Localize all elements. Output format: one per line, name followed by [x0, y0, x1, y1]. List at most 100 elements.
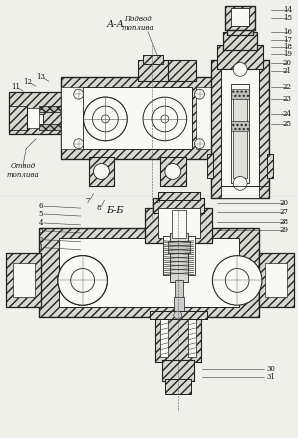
Circle shape	[71, 268, 94, 292]
Bar	[39, 106, 65, 112]
Text: 21: 21	[283, 67, 292, 75]
Bar	[160, 157, 186, 186]
Text: 23: 23	[283, 95, 292, 103]
Bar	[267, 154, 273, 178]
Bar	[138, 60, 168, 81]
Circle shape	[94, 163, 109, 180]
Circle shape	[152, 106, 178, 132]
Text: 27: 27	[280, 208, 289, 216]
Text: 17: 17	[283, 35, 292, 44]
Bar	[13, 114, 43, 126]
Circle shape	[165, 163, 181, 180]
Bar	[61, 87, 83, 148]
Bar	[231, 121, 249, 131]
Text: 5: 5	[38, 210, 43, 218]
Bar	[175, 280, 183, 302]
Bar	[143, 55, 163, 64]
Bar	[6, 253, 41, 307]
Bar	[150, 311, 207, 319]
Circle shape	[74, 139, 84, 148]
Bar	[9, 92, 71, 134]
Bar	[9, 106, 27, 130]
Bar	[231, 89, 249, 99]
Bar	[13, 114, 43, 126]
Bar	[227, 27, 253, 35]
Bar	[59, 238, 239, 307]
Text: 3: 3	[39, 227, 43, 235]
Bar	[145, 208, 212, 243]
Text: 4: 4	[38, 219, 43, 227]
Bar	[231, 84, 249, 184]
Bar	[153, 198, 204, 213]
Bar	[158, 192, 200, 200]
Text: 12: 12	[24, 78, 33, 86]
Text: 9: 9	[156, 197, 160, 205]
Bar	[207, 154, 213, 178]
Bar	[27, 108, 39, 128]
Bar	[6, 253, 41, 307]
Bar	[163, 236, 195, 276]
Bar	[267, 154, 273, 178]
Bar	[172, 210, 186, 238]
Text: 22: 22	[283, 83, 292, 91]
Bar	[211, 60, 269, 198]
Bar	[225, 6, 255, 30]
Bar	[227, 27, 253, 35]
Circle shape	[225, 268, 249, 292]
Bar	[150, 311, 207, 319]
Text: 8: 8	[96, 204, 101, 212]
Bar	[217, 45, 263, 69]
Text: 19: 19	[283, 49, 292, 57]
Circle shape	[195, 89, 204, 99]
Bar	[61, 78, 217, 159]
Circle shape	[84, 97, 127, 141]
Text: 30: 30	[267, 364, 276, 373]
Text: 7: 7	[85, 197, 90, 205]
Bar	[162, 360, 194, 381]
Circle shape	[233, 177, 247, 190]
Bar	[207, 154, 213, 178]
Text: А-А: А-А	[106, 20, 124, 29]
Bar	[158, 192, 200, 200]
Text: Отвод
топлива: Отвод топлива	[7, 162, 40, 179]
Text: Подвод
топлива: Подвод топлива	[122, 14, 154, 32]
Bar	[223, 32, 257, 49]
Bar	[233, 94, 247, 178]
Bar	[168, 241, 190, 253]
Bar	[217, 45, 263, 69]
Bar	[211, 60, 269, 198]
Text: Б-Б: Б-Б	[107, 205, 124, 215]
Bar	[168, 60, 195, 81]
Bar	[9, 92, 71, 134]
Text: 2: 2	[38, 236, 43, 244]
Text: 31: 31	[267, 372, 276, 381]
Circle shape	[101, 115, 109, 123]
Text: 20: 20	[283, 60, 292, 67]
Bar	[89, 157, 114, 186]
Bar	[89, 157, 114, 186]
Circle shape	[212, 256, 262, 305]
Text: 20: 20	[280, 199, 289, 207]
Bar	[158, 208, 200, 238]
Text: 15: 15	[283, 14, 292, 22]
Bar	[221, 186, 259, 198]
Bar	[165, 379, 191, 394]
Bar	[160, 319, 168, 357]
Bar	[225, 6, 255, 30]
Circle shape	[58, 256, 107, 305]
Bar	[221, 69, 259, 188]
Bar	[170, 233, 188, 283]
Text: 28: 28	[280, 218, 289, 226]
Circle shape	[161, 115, 169, 123]
Bar	[155, 314, 201, 362]
Bar	[143, 55, 163, 64]
Circle shape	[233, 63, 247, 76]
Bar	[223, 32, 257, 49]
Circle shape	[74, 89, 84, 99]
Bar	[61, 78, 217, 159]
Bar	[237, 178, 243, 198]
Bar	[83, 87, 192, 148]
Circle shape	[143, 97, 187, 141]
Bar	[231, 8, 249, 26]
Bar	[160, 157, 186, 186]
